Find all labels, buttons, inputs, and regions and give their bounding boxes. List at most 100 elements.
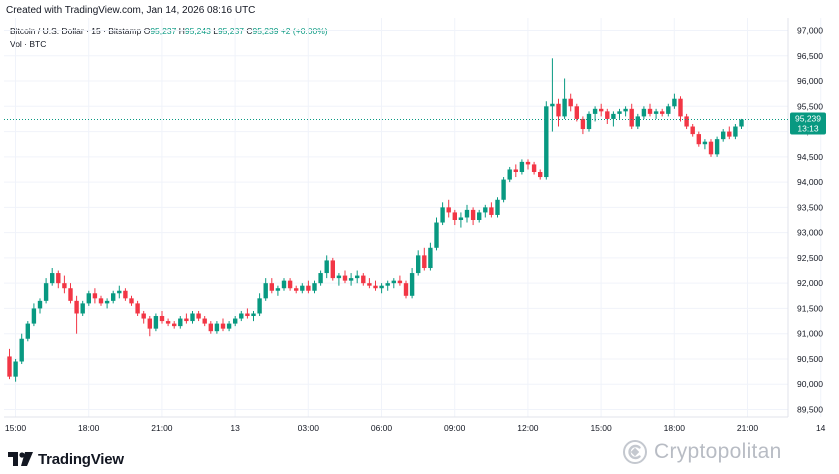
candle-body — [141, 313, 146, 319]
candle — [696, 131, 701, 147]
candle-body — [470, 209, 476, 220]
candle — [123, 288, 128, 301]
candle — [538, 169, 543, 180]
candle — [629, 103, 634, 130]
x-tick-label: 21:00 — [151, 423, 173, 433]
candle — [684, 113, 689, 130]
candle — [135, 300, 140, 317]
candle-body — [25, 323, 30, 339]
low-value: 95,237 — [217, 26, 244, 36]
candle-body — [62, 283, 67, 289]
candle — [129, 295, 134, 306]
candle-body — [123, 290, 128, 299]
candle-body — [294, 288, 299, 291]
candle-body — [98, 298, 104, 304]
candle-body — [739, 119, 744, 127]
candle-body — [623, 108, 628, 112]
candle — [580, 116, 586, 135]
candle — [117, 285, 122, 299]
candle-body — [50, 273, 55, 284]
candle-body — [416, 255, 421, 274]
candle — [458, 212, 464, 228]
candle-body — [641, 108, 647, 117]
grid — [4, 18, 822, 417]
candle — [37, 298, 43, 314]
candle — [477, 209, 482, 223]
candle-body — [324, 260, 329, 274]
candle-body — [226, 323, 232, 329]
candle — [294, 285, 299, 294]
y-tick-label: 90,000 — [797, 379, 823, 389]
x-tick-label: 15:00 — [590, 423, 612, 433]
price-badge-countdown: 13:13 — [797, 123, 819, 133]
price-badge-price: 95,239 — [795, 113, 821, 123]
tradingview-logo[interactable]: TradingView — [8, 449, 124, 469]
candle — [92, 288, 98, 304]
candle — [56, 270, 61, 289]
candle — [98, 295, 104, 306]
candle — [190, 310, 195, 324]
candle — [397, 275, 403, 286]
candle — [690, 123, 695, 137]
candle — [507, 166, 512, 183]
high-value: 95,243 — [184, 26, 211, 36]
candle-body — [574, 106, 579, 119]
candle — [702, 139, 708, 150]
x-tick-label: 13 — [230, 423, 240, 433]
candle — [562, 78, 567, 119]
candle — [525, 159, 531, 170]
candle — [452, 209, 457, 226]
x-tick-label: 18:00 — [78, 423, 100, 433]
candle — [251, 310, 256, 322]
candle-body — [111, 293, 116, 301]
candle-body — [629, 108, 634, 127]
candle — [556, 98, 561, 127]
candle-body — [483, 207, 488, 213]
candle-body — [287, 280, 293, 289]
symbol-title[interactable]: Bitcoin / U.S. Dollar · 15 · Bitstamp — [10, 26, 142, 36]
candle — [428, 242, 433, 271]
open-value: 95,237 — [150, 26, 177, 36]
candle-body — [458, 217, 464, 220]
y-tick-label: 92,500 — [797, 253, 823, 263]
candle-body — [428, 247, 433, 269]
candle-body — [184, 318, 189, 322]
open-label: O — [143, 26, 151, 36]
candle-body — [544, 106, 549, 178]
candle — [586, 111, 592, 132]
candle-body — [233, 318, 238, 324]
y-tick-label: 92,000 — [797, 278, 823, 288]
candle — [336, 273, 342, 286]
candle — [727, 126, 732, 140]
high-label: H — [178, 26, 185, 36]
candle-body — [586, 113, 592, 130]
candle-body — [391, 280, 396, 284]
volume-legend[interactable]: Vol · BTC — [10, 39, 47, 49]
candle — [373, 280, 378, 291]
candle — [501, 177, 506, 203]
candle-body — [172, 323, 177, 327]
candle-body — [727, 131, 732, 137]
x-tick-label: 14 — [816, 423, 826, 433]
candle-body — [666, 106, 671, 114]
candle — [666, 103, 671, 117]
candle — [172, 321, 177, 329]
candle-body — [538, 171, 543, 178]
candle-body — [403, 283, 409, 296]
candles — [7, 58, 744, 382]
candle — [623, 106, 628, 117]
candle-body — [245, 313, 250, 317]
candle-body — [733, 126, 738, 137]
candle — [306, 280, 311, 294]
y-tick-label: 91,000 — [797, 329, 823, 339]
candle-body — [147, 318, 152, 329]
candle — [574, 103, 579, 122]
candle — [62, 275, 67, 294]
candle — [220, 318, 226, 332]
candle — [208, 321, 213, 334]
candle — [391, 278, 396, 289]
y-tick-label: 96,500 — [797, 51, 823, 61]
candle-body — [495, 199, 500, 215]
candle-body — [525, 161, 531, 165]
